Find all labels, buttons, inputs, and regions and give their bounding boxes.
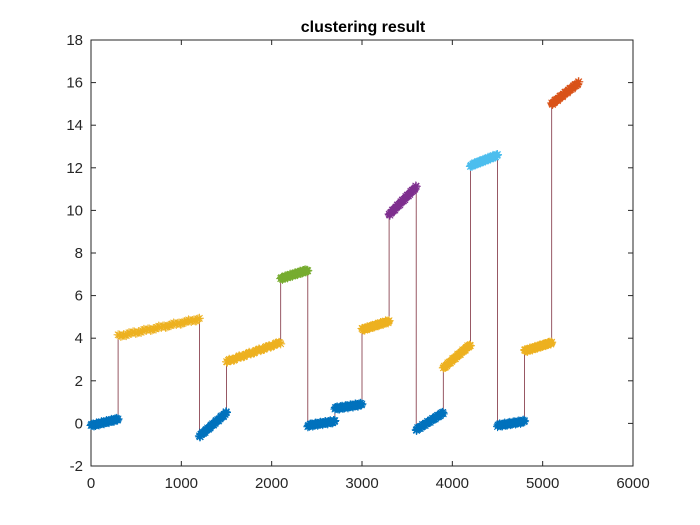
x-tick-label: 4000: [436, 475, 469, 492]
x-tick-label: 0: [87, 475, 95, 492]
y-tick-label: 12: [66, 160, 83, 177]
cluster-segment-orange: [113, 313, 204, 341]
cluster-segment-orange: [357, 316, 394, 335]
y-tick-label: 8: [75, 245, 83, 262]
data-point: [574, 77, 584, 87]
data-point: [384, 316, 394, 326]
data-point: [179, 317, 189, 327]
cluster-segment-orange: [438, 340, 475, 373]
data-point: [113, 414, 123, 424]
data-point: [520, 416, 530, 426]
cluster-segment-blue: [303, 416, 340, 432]
cluster-segment-green: [276, 265, 313, 284]
cluster-segment-purple: [384, 181, 421, 220]
y-tick-label: 2: [75, 373, 83, 390]
cluster-segment-red: [547, 77, 584, 110]
data-point: [276, 339, 286, 349]
x-tick-label: 6000: [616, 475, 649, 492]
data-point: [194, 313, 204, 323]
data-point: [357, 399, 367, 409]
data-point: [116, 331, 126, 341]
y-tick-label: 10: [66, 202, 83, 219]
x-tick-label: 2000: [255, 475, 288, 492]
y-tick-label: 6: [75, 288, 83, 305]
cluster-markers: [86, 77, 584, 442]
data-point: [303, 266, 313, 276]
x-tick-label: 5000: [526, 475, 559, 492]
x-tick-label: 3000: [345, 475, 378, 492]
data-point: [493, 149, 502, 159]
y-tick-label: 4: [75, 330, 83, 347]
cluster-segment-blue: [411, 407, 448, 435]
y-tick-label: 18: [66, 32, 83, 49]
data-point: [465, 341, 475, 351]
y-tick-label: 14: [66, 117, 83, 134]
y-axis-tick-labels: -2 0 2 4 6 8 10 12 14 16 18: [66, 32, 83, 475]
cluster-segment-blue: [194, 407, 231, 442]
x-axis-tick-labels: 0 1000 2000 3000 4000 5000 6000: [87, 475, 650, 492]
data-point: [259, 344, 269, 354]
data-point: [222, 408, 231, 418]
y-tick-label: 16: [66, 75, 83, 92]
data-point: [438, 409, 448, 419]
chart-title: clustering result: [301, 19, 426, 36]
y-tick-label: -2: [70, 458, 83, 475]
axis-ticks: [90, 39, 634, 467]
x-tick-label: 1000: [165, 475, 198, 492]
cluster-segment-orange: [520, 337, 557, 357]
cluster-segment-cyan: [465, 149, 502, 172]
data-point: [193, 314, 203, 324]
data-point: [547, 337, 557, 347]
cluster-segment-blue: [493, 415, 530, 432]
data-point: [411, 181, 421, 191]
data-point: [330, 416, 340, 426]
y-tick-label: 0: [75, 415, 83, 432]
cluster-segment-blue: [330, 398, 367, 414]
cluster-segment-blue: [86, 413, 123, 431]
data-point: [119, 330, 129, 340]
data-point: [269, 340, 279, 350]
cluster-segment-orange: [222, 337, 286, 367]
